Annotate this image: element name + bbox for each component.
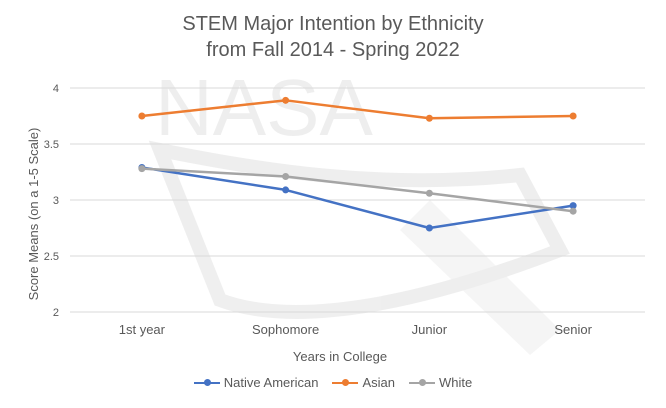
y-tick-labels: 2 2.5 3 3.5 4 <box>44 83 59 319</box>
legend-dot <box>342 379 350 386</box>
data-point <box>282 186 290 194</box>
data-point <box>282 96 290 104</box>
data-point <box>138 112 146 120</box>
y-tick-label: 3.5 <box>44 139 59 151</box>
x-tick-label: Junior <box>412 322 448 337</box>
x-tick-label: Senior <box>554 322 592 337</box>
legend-label: White <box>438 375 473 390</box>
legend-item: Native American <box>193 375 319 390</box>
y-tick-label: 3 <box>53 195 59 207</box>
legend-dot <box>203 379 211 386</box>
x-axis-title: Years in College <box>293 349 387 364</box>
legend-label: Native American <box>223 375 319 390</box>
legend-item: White <box>408 375 473 390</box>
legend-swatch <box>193 378 220 388</box>
y-tick-label: 2.5 <box>44 251 59 263</box>
x-tick-label: 1st year <box>119 322 166 337</box>
legend: Native American Asian White <box>0 375 666 390</box>
data-point <box>569 207 577 215</box>
series-line <box>141 167 574 213</box>
y-axis-title: Score Means (on a 1-5 Scale) <box>26 128 41 301</box>
series-line <box>141 166 574 230</box>
legend-swatch <box>408 378 435 388</box>
chart-title-line1: STEM Major Intention by Ethnicity <box>182 13 484 35</box>
data-point <box>569 112 577 120</box>
legend-dot <box>418 379 426 386</box>
data-point <box>282 172 290 180</box>
x-tick-label: Sophomore <box>252 322 319 337</box>
data-point <box>425 189 433 197</box>
y-tick-label: 2 <box>53 307 59 319</box>
series-line <box>141 99 574 120</box>
chart-title-line2: from Fall 2014 - Spring 2022 <box>206 39 460 61</box>
x-tick-labels: 1st year Sophomore Junior Senior <box>119 322 593 337</box>
data-point <box>569 202 577 210</box>
data-point <box>425 114 433 122</box>
watermark: NASA <box>148 63 570 355</box>
legend-item: Asian <box>332 375 395 390</box>
data-point <box>138 165 146 173</box>
y-tick-label: 4 <box>53 83 59 95</box>
data-point <box>425 224 433 232</box>
legend-label: Asian <box>362 375 395 390</box>
gridlines <box>70 87 645 313</box>
legend-swatch <box>332 378 359 388</box>
series-group <box>138 96 577 232</box>
watermark-pen <box>400 200 560 355</box>
